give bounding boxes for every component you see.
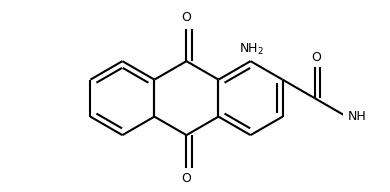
Text: O: O (181, 172, 191, 185)
Text: O: O (311, 51, 321, 64)
Text: NH$_2$: NH$_2$ (239, 42, 264, 57)
Text: NH: NH (348, 110, 367, 123)
Text: O: O (181, 11, 191, 24)
